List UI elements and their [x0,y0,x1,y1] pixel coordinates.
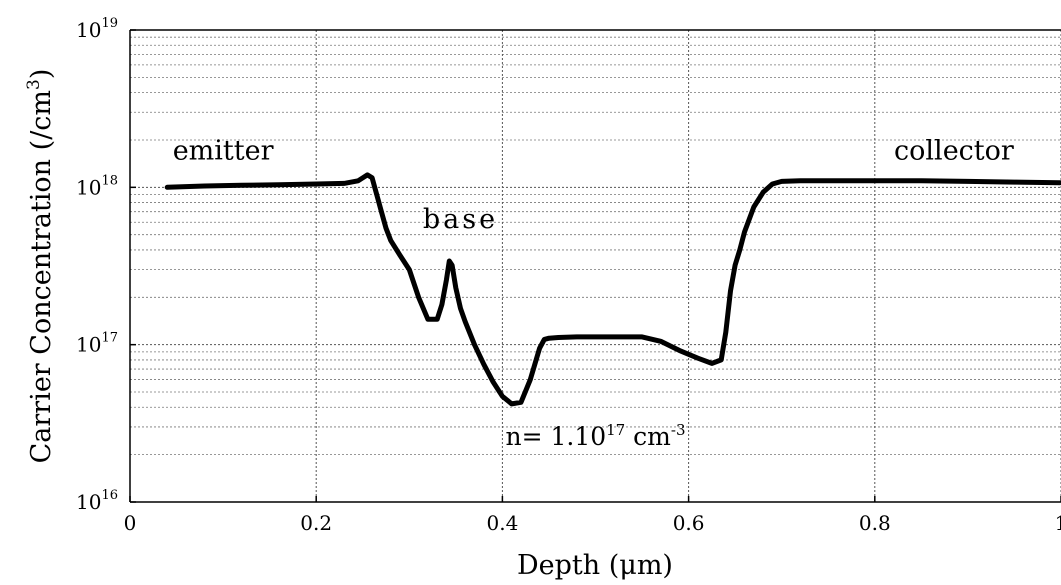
y-tick-label: 1018 [76,173,118,199]
x-axis-label: Depth (μm) [517,550,673,581]
y-axis-label-superscript: 3 [24,79,44,90]
doping-density-label: n= 1.1017 cm-3 [505,421,685,451]
y-tick-label: 1017 [76,331,118,357]
emitter-label: emitter [173,136,274,167]
y-axis-label-main: Carrier Concentration (/cm [26,90,57,463]
x-tick-label: 0.4 [486,511,518,535]
axes [129,29,1061,503]
collector-label: collector [894,136,1014,167]
y-tick-label: 1019 [76,16,118,42]
x-tick-label: 0.2 [300,511,332,535]
annotations: emitter base collector n= 1.1017 cm-3 [173,136,1014,451]
y-axis-label: Carrier Concentration (/cm3) [24,69,57,464]
y-axis-label-closing: ) [26,69,57,80]
y-tick-label: 1016 [76,488,118,514]
x-tick-label: 0.8 [859,511,891,535]
base-label: base [423,204,498,235]
tick-labels: 0 0.2 0.4 0.6 0.8 1 1016 1017 1018 1019 [76,16,1061,535]
x-tick-label: 1 [1055,511,1061,535]
grid-lines [130,30,1061,502]
carrier-concentration-line [164,172,1061,407]
x-tick-label: 0.6 [673,511,705,535]
data-series [164,172,1061,407]
x-tick-label: 0 [124,511,137,535]
